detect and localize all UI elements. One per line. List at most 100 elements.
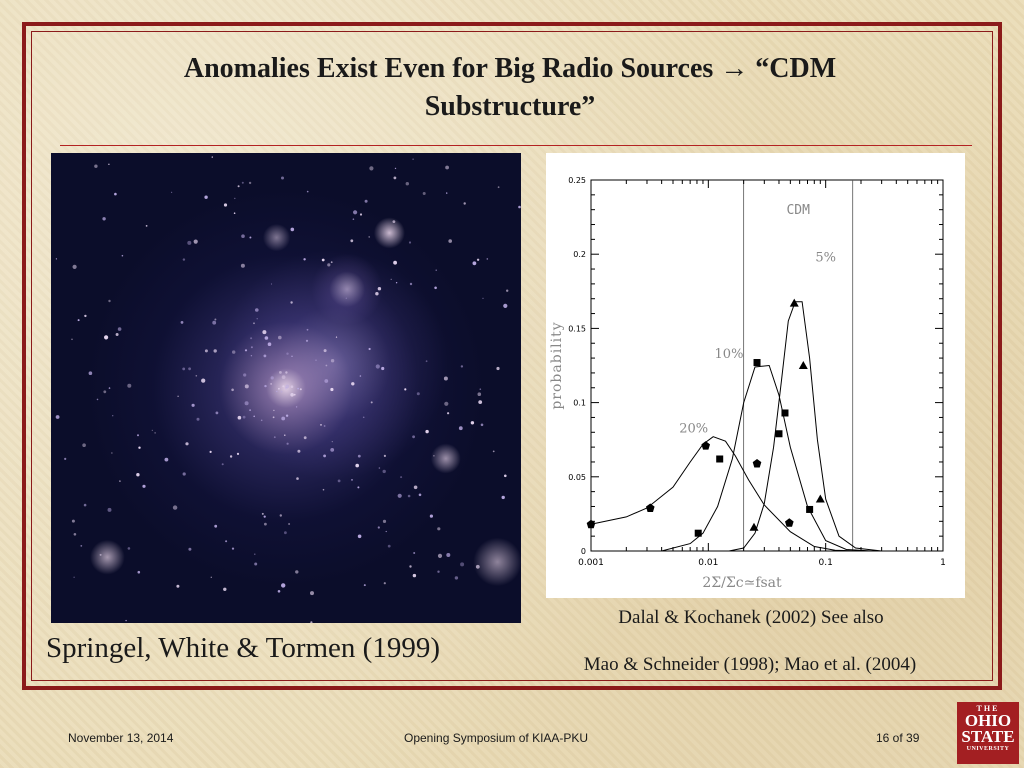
y-axis-label: probability <box>549 321 565 409</box>
subhalo-dot <box>255 308 259 312</box>
subhalo-dot <box>355 463 360 468</box>
subhalo-dot <box>368 236 371 238</box>
subhalo-dot <box>323 349 327 353</box>
subhalo-dot <box>73 576 75 578</box>
subhalo-dot <box>297 449 301 453</box>
subhalo-dot <box>264 522 267 526</box>
subhalo-dot <box>276 390 278 393</box>
subhalo-dot <box>270 283 273 285</box>
y-tick-label: 0 <box>581 547 586 556</box>
subhalo-dot <box>250 346 253 349</box>
subhalo-dot <box>281 375 286 379</box>
subhalo-dot <box>264 336 269 340</box>
subhalo-dot <box>210 576 212 578</box>
subhalo-dot <box>278 335 282 340</box>
subhalo-dot <box>117 327 122 331</box>
subhalo-dot <box>359 375 362 377</box>
subhalo-dot <box>138 446 141 449</box>
subhalo-dot <box>125 619 127 622</box>
subhalo-dot <box>330 448 335 452</box>
subhalo-dot <box>154 432 156 434</box>
subhalo-dot <box>375 364 380 369</box>
subhalo-dot <box>244 349 248 352</box>
subhalo-dot <box>303 436 307 440</box>
subhalo-dot <box>413 552 416 554</box>
subhalo-dot <box>357 486 360 489</box>
subhalo-dot <box>267 342 272 346</box>
subhalo-dot <box>330 359 335 363</box>
subhalo-dot <box>397 493 402 498</box>
subhalo-dot <box>409 282 413 286</box>
x-tick-label: 0.01 <box>698 558 718 568</box>
subhalo-dot <box>285 384 290 389</box>
subhalo-dot <box>387 544 391 548</box>
subhalo-dot <box>310 591 314 596</box>
subhalo-dot <box>501 495 505 500</box>
subhalo-dot <box>393 176 397 180</box>
subhalo-dot <box>460 562 465 567</box>
subhalo-dot <box>445 165 449 170</box>
subhalo-dot <box>357 454 361 458</box>
chart-citation-line-2: Mao & Schneider (1998); Mao et al. (2004… <box>583 654 917 675</box>
subhalo-dot <box>232 350 236 354</box>
subhalo-dot <box>137 570 141 574</box>
subhalo-dot <box>71 519 75 523</box>
subhalo-dot <box>223 203 228 207</box>
subhalo-dot <box>412 573 417 578</box>
subhalo-dot <box>405 182 409 186</box>
subhalo-dot <box>482 297 484 299</box>
subhalo-dot <box>330 261 333 264</box>
data-point-marker <box>694 529 702 537</box>
subhalo-dot <box>425 360 428 363</box>
subhalo-dot <box>82 443 86 448</box>
subhalo-dot <box>121 254 124 257</box>
x-tick-label: 1 <box>940 558 946 568</box>
subhalo-dot <box>310 621 313 623</box>
subhalo-dot <box>351 479 353 481</box>
footer-event: Opening Symposium of KIAA-PKU <box>404 731 589 745</box>
subhalo-dot <box>478 400 483 404</box>
subhalo-dot <box>231 388 234 392</box>
subhalo-dot <box>437 553 443 558</box>
subhalo-dot <box>279 371 282 374</box>
y-tick-label: 0.25 <box>568 176 586 185</box>
subhalo-dot <box>229 455 233 458</box>
y-tick-label: 0.05 <box>568 473 586 482</box>
subhalo-dot <box>221 463 224 466</box>
simulation-halo-points <box>55 156 521 623</box>
subhalo-dot <box>64 457 67 460</box>
subhalo-dot <box>96 398 99 401</box>
subhalo-dot <box>416 392 420 396</box>
subhalo-dot <box>262 330 267 335</box>
subhalo-dot <box>385 530 387 533</box>
subhalo-dot <box>191 403 195 407</box>
subhalo-dot <box>435 269 437 271</box>
subhalo-dot <box>284 531 287 535</box>
subhalo-dot <box>288 523 291 525</box>
y-tick-label: 0.2 <box>573 250 586 259</box>
subhalo-dot <box>80 545 83 547</box>
subhalo-dot <box>497 186 500 189</box>
data-point-marker <box>806 505 814 513</box>
subhalo-dot <box>359 213 363 216</box>
y-tick-label: 0.15 <box>568 324 586 333</box>
subhalo-dot <box>172 505 178 510</box>
subhalo-dot <box>472 261 477 266</box>
subhalo-dot <box>182 472 186 476</box>
subhalo-dot <box>476 258 480 261</box>
subhalo-dot <box>55 258 57 260</box>
subhalo-dot <box>242 415 246 419</box>
y-tick-label: 0.1 <box>573 399 586 408</box>
subhalo-dot <box>88 371 93 375</box>
subhalo-dot <box>182 367 186 371</box>
subhalo-dot <box>290 301 293 304</box>
subhalo-dot <box>284 434 286 436</box>
subhalo-dot <box>506 289 509 292</box>
subhalo-dot <box>315 359 317 361</box>
subhalo-dot <box>480 423 484 427</box>
slide-border-outer <box>22 22 1002 690</box>
subhalo-dot <box>503 303 508 308</box>
subhalo-dot <box>114 192 117 196</box>
subhalo-dot <box>444 401 449 406</box>
subhalo-dot <box>296 477 299 480</box>
